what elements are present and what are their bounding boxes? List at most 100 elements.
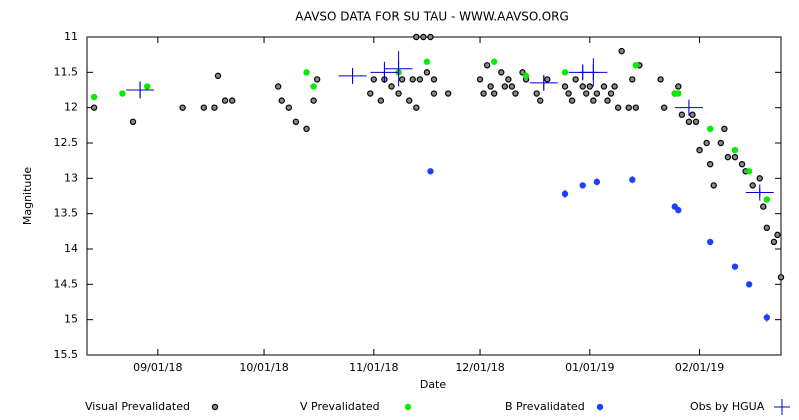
y-tick-label: 15.5 [54, 348, 79, 361]
point [487, 83, 494, 90]
point [501, 83, 509, 90]
point [398, 76, 406, 83]
point [367, 90, 374, 97]
point [614, 104, 622, 111]
point [611, 83, 618, 90]
point [579, 182, 586, 189]
x-tick-label: 01/01/19 [565, 361, 614, 374]
point [508, 83, 516, 90]
point [370, 76, 378, 83]
x-tick-label: 10/01/18 [239, 361, 288, 374]
point [278, 97, 285, 104]
point [745, 168, 753, 175]
point [706, 160, 714, 168]
point [678, 111, 686, 118]
point [406, 97, 413, 104]
point [490, 58, 498, 65]
point [568, 97, 576, 104]
point [480, 90, 487, 97]
legend-marker [596, 403, 604, 411]
point [731, 153, 739, 161]
point [444, 90, 452, 97]
point [292, 118, 300, 126]
point [760, 203, 767, 210]
point [413, 104, 420, 111]
legend-label: Visual Prevalidated [85, 400, 190, 413]
point [561, 69, 569, 76]
point [413, 33, 420, 41]
point [565, 90, 572, 97]
point [604, 97, 611, 104]
point [303, 125, 310, 133]
point [476, 76, 484, 83]
y-tick-label: 14 [64, 242, 78, 255]
point [745, 281, 753, 288]
point [409, 76, 416, 83]
point [129, 118, 137, 126]
point [211, 104, 218, 111]
y-tick-label: 15 [64, 313, 78, 326]
point [275, 83, 282, 90]
y-tick-label: 13 [64, 171, 78, 184]
point [675, 83, 682, 90]
point [689, 111, 696, 118]
point [579, 83, 586, 90]
point [763, 314, 771, 321]
point [777, 274, 785, 281]
point [430, 90, 438, 97]
point [632, 62, 640, 69]
point [505, 76, 512, 83]
point [313, 76, 321, 83]
point [483, 62, 491, 69]
point [756, 175, 763, 182]
point [721, 125, 728, 133]
y-tick-label: 12 [64, 101, 78, 114]
point [706, 238, 714, 246]
point [763, 224, 771, 231]
point [388, 83, 395, 90]
point [618, 47, 625, 55]
point [90, 104, 98, 111]
point [593, 178, 601, 186]
x-tick-label: 11/01/18 [349, 361, 398, 374]
legend-marker [774, 399, 790, 415]
point [749, 182, 756, 189]
point [90, 93, 98, 101]
point [423, 58, 431, 65]
point [738, 160, 746, 168]
point [675, 90, 682, 97]
point [143, 83, 151, 90]
legend-marker [211, 403, 219, 411]
point [703, 139, 710, 147]
cross-point [338, 67, 367, 84]
point [731, 263, 739, 270]
chart-title: AAVSO DATA FOR SU TAU - WWW.AAVSO.ORG [295, 10, 569, 24]
legend-label: B Prevalidated [505, 400, 585, 413]
cross-point [370, 64, 399, 81]
point [214, 72, 222, 80]
y-axis-label: Magnitude [21, 167, 34, 226]
point [221, 97, 229, 104]
point [600, 83, 608, 90]
point [427, 168, 434, 175]
point [228, 97, 236, 104]
point [533, 90, 540, 97]
point [770, 238, 778, 246]
y-tick-label: 13.5 [54, 207, 79, 220]
point [544, 76, 551, 83]
point [303, 69, 310, 76]
point [572, 76, 579, 83]
point [710, 182, 717, 189]
point [724, 153, 732, 161]
point [625, 104, 632, 111]
point [692, 118, 700, 126]
point [657, 76, 664, 83]
point [632, 104, 640, 111]
point [200, 104, 208, 111]
legend-marker [404, 403, 412, 411]
point [561, 190, 569, 198]
cross-point [529, 74, 558, 91]
point [763, 196, 771, 203]
y-tick-label: 11 [64, 30, 78, 43]
